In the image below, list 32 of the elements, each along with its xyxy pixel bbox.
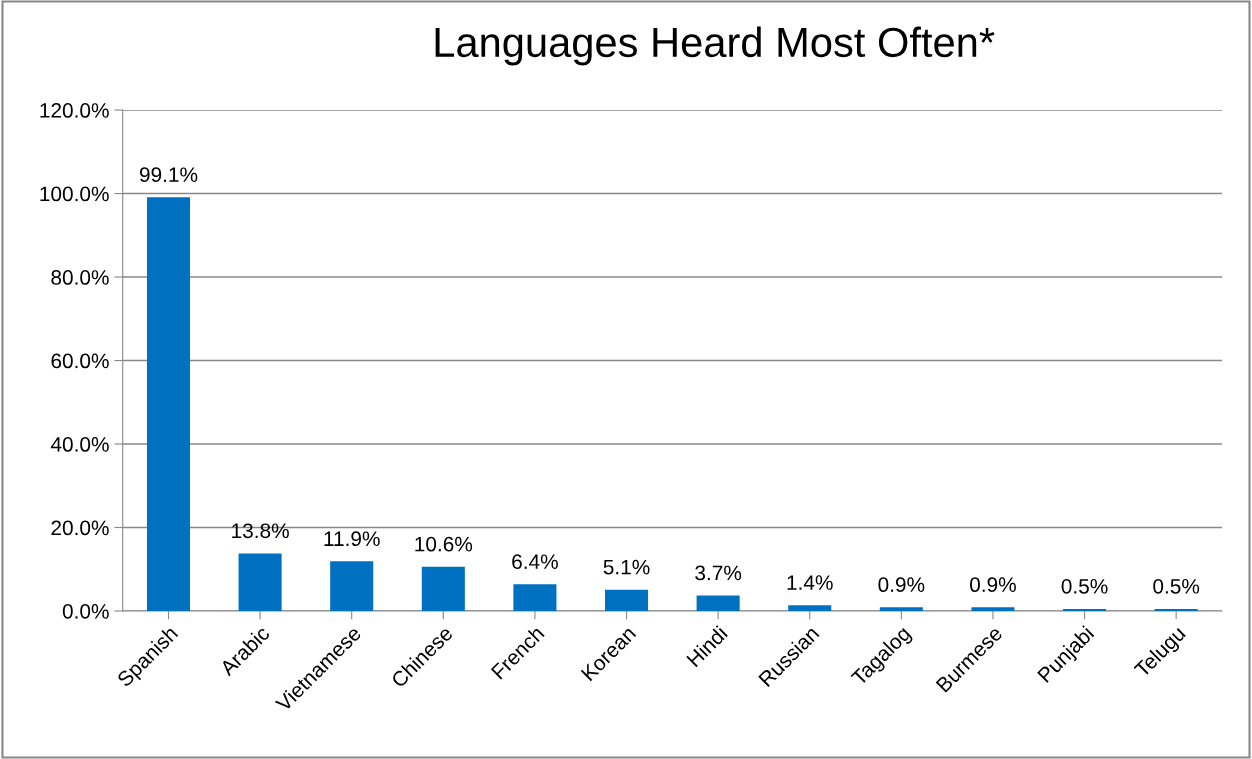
bar xyxy=(971,607,1015,611)
data-label: 6.4% xyxy=(512,554,558,570)
chart-title: Languages Heard Most Often* xyxy=(435,26,995,66)
y-tick-label: 0.0% xyxy=(62,604,109,619)
data-label: 0.5% xyxy=(1153,578,1200,594)
bar xyxy=(696,595,740,611)
bar xyxy=(238,553,282,611)
data-label: 3.7% xyxy=(695,565,742,581)
bar xyxy=(788,605,832,611)
data-label: 13.8% xyxy=(232,523,289,539)
y-tick-label: 60.0% xyxy=(51,353,109,369)
data-label: 0.9% xyxy=(878,577,925,593)
y-tick-label: 120.0% xyxy=(40,103,109,118)
y-tick-label: 20.0% xyxy=(51,520,109,536)
bar xyxy=(879,607,923,611)
data-label: 11.9% xyxy=(324,531,380,547)
bar xyxy=(146,197,191,611)
data-label: 99.1% xyxy=(139,167,198,183)
bar xyxy=(513,584,557,611)
data-label: 5.1% xyxy=(603,559,650,575)
data-label: 1.4% xyxy=(787,575,833,590)
bar xyxy=(330,561,374,611)
bar xyxy=(604,589,649,611)
bar xyxy=(1063,608,1107,611)
bar xyxy=(1154,608,1198,611)
y-tick-label: 80.0% xyxy=(51,270,109,285)
y-tick-label: 100.0% xyxy=(40,186,109,202)
y-tick-label: 40.0% xyxy=(50,437,109,452)
data-label: 0.5% xyxy=(1061,578,1108,594)
data-label: 0.9% xyxy=(970,577,1016,593)
data-label: 10.6% xyxy=(415,536,473,552)
bar xyxy=(421,566,465,611)
